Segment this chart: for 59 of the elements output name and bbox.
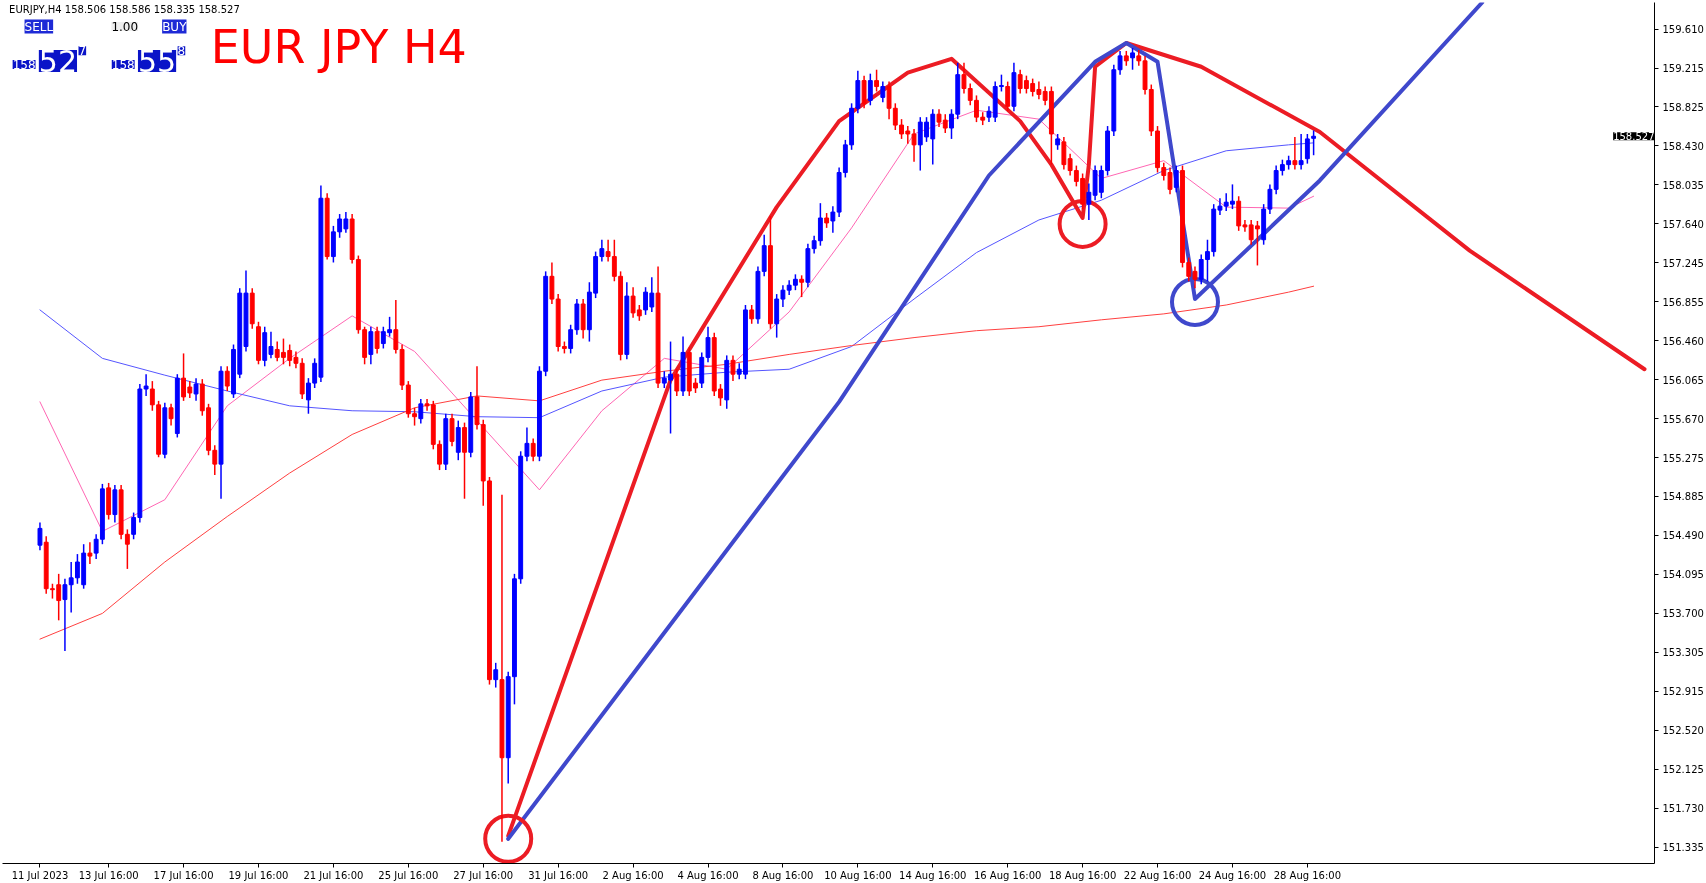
line-series xyxy=(506,2,1485,841)
y-tick-label: 157.640 xyxy=(1662,218,1704,230)
y-tick-label: 159.610 xyxy=(1662,24,1704,36)
y-tick-label: 154.095 xyxy=(1662,569,1704,581)
y-tick-label: 155.670 xyxy=(1662,413,1704,425)
point xyxy=(1169,277,1220,327)
annotation: 7 xyxy=(78,44,87,59)
y-tick-label: 152.125 xyxy=(1662,764,1704,776)
x-tick-label: 18 Aug 16:00 xyxy=(1048,869,1117,881)
annotation: 158 xyxy=(111,57,135,72)
annotation: 1.00 xyxy=(111,20,139,35)
x-tick-label: 28 Aug 16:00 xyxy=(1273,869,1342,881)
x-tick-label: 17 Jul 16:00 xyxy=(153,869,214,881)
annotation: EUR JPY H4 xyxy=(210,20,467,75)
x-tick-label: 11 Jul 2023 xyxy=(11,869,69,881)
y-tick-label: 153.305 xyxy=(1662,647,1704,659)
x-tick-label: 31 Jul 16:00 xyxy=(528,869,589,881)
line-series xyxy=(39,142,1315,419)
y-tick-label: 158.035 xyxy=(1662,179,1704,191)
y-tick-label: 157.245 xyxy=(1662,257,1704,269)
y-tick-label: 151.335 xyxy=(1662,842,1704,854)
y-tick-label: 152.915 xyxy=(1662,686,1704,697)
annotation: SELL xyxy=(24,19,54,34)
chart-title: EURJPY,H4 158.506 158.586 158.335 158.527 xyxy=(9,4,240,16)
y-tick-label: 158.430 xyxy=(1662,140,1704,152)
y-tick-label: 153.700 xyxy=(1662,608,1704,620)
x-tick-label: 21 Jul 16:00 xyxy=(303,869,364,881)
annotation: 8 xyxy=(177,44,186,59)
x-tick-label: 25 Jul 16:00 xyxy=(378,869,439,881)
y-tick-label: 154.490 xyxy=(1662,530,1704,542)
y-tick-label: 155.275 xyxy=(1662,452,1704,464)
annotation: BUY xyxy=(162,19,188,34)
x-tick-label: 4 Aug 16:00 xyxy=(677,869,739,881)
annotation: 52 xyxy=(38,44,78,80)
x-tick-label: 16 Aug 16:00 xyxy=(973,869,1042,881)
text: 158 xyxy=(12,57,36,72)
x-tick-label: 2 Aug 16:00 xyxy=(602,869,664,881)
x-tick-label: 22 Aug 16:00 xyxy=(1123,869,1192,881)
x-tick-label: 10 Aug 16:00 xyxy=(824,869,892,881)
y-tick-label: 152.520 xyxy=(1662,725,1704,737)
point xyxy=(483,813,534,864)
annotation: 158.527 xyxy=(1613,131,1655,143)
x-tick-label: 13 Jul 16:00 xyxy=(78,869,139,881)
y-tick-label: 159.215 xyxy=(1662,63,1704,75)
y-tick-label: 154.885 xyxy=(1662,491,1704,503)
point xyxy=(1057,198,1108,249)
annotation: 55 xyxy=(137,44,177,80)
y-tick-label: 156.460 xyxy=(1662,335,1704,347)
x-tick-label: 24 Aug 16:00 xyxy=(1198,869,1267,881)
y-tick-label: 158.825 xyxy=(1662,101,1704,113)
y-tick-label: 156.855 xyxy=(1662,296,1704,308)
x-tick-label: 19 Jul 16:00 xyxy=(228,869,289,881)
y-tick-label: 151.730 xyxy=(1662,803,1704,815)
x-tick-label: 27 Jul 16:00 xyxy=(453,869,514,881)
x-tick-label: 8 Aug 16:00 xyxy=(752,869,814,881)
x-tick-label: 14 Aug 16:00 xyxy=(899,869,967,881)
candlestick xyxy=(1130,47,1135,71)
line-series xyxy=(39,285,1315,640)
y-tick-label: 156.065 xyxy=(1662,374,1704,386)
